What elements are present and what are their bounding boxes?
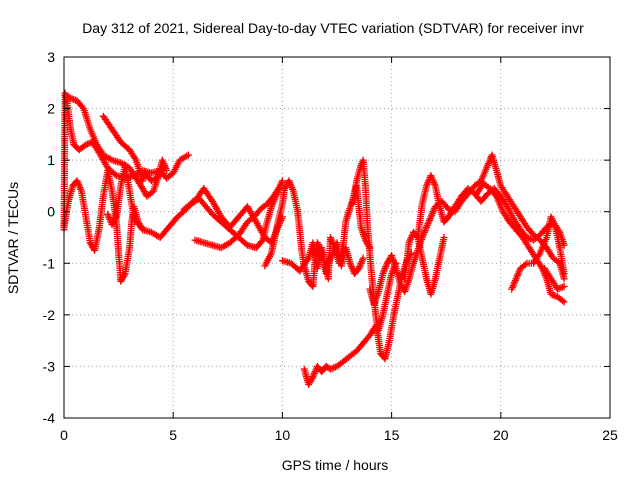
data-markers xyxy=(508,213,568,293)
x-tick-label: 20 xyxy=(493,427,509,443)
x-tick-label: 0 xyxy=(60,427,68,443)
data-track xyxy=(541,264,568,293)
data-markers xyxy=(348,156,400,334)
data-track xyxy=(366,151,568,308)
y-tick-label: 0 xyxy=(47,204,55,220)
data-track xyxy=(99,112,171,185)
y-axis-label: SDTVAR / TECUs xyxy=(5,182,21,294)
plot-frame xyxy=(63,56,611,419)
data-markers xyxy=(541,264,568,293)
data-track xyxy=(473,179,568,306)
data-track xyxy=(508,213,568,293)
data-markers xyxy=(99,112,171,185)
data-track xyxy=(278,239,367,278)
tick-layer: 0 5 10 15 20 25 -4 -3 -2 -1 0 1 2 3 xyxy=(43,49,618,443)
y-tick-label: 3 xyxy=(47,49,55,65)
data-track xyxy=(62,92,168,200)
y-tick-label: -2 xyxy=(43,307,56,323)
data-markers xyxy=(62,92,168,200)
y-tick-label: 1 xyxy=(47,152,55,168)
data-markers xyxy=(366,151,568,308)
data-markers xyxy=(473,179,568,306)
x-axis-label: GPS time / hours xyxy=(282,457,389,473)
data-markers xyxy=(278,239,367,278)
data-track xyxy=(60,167,286,285)
y-tick-label: 2 xyxy=(47,101,55,117)
x-tick-label: 25 xyxy=(602,427,618,443)
data-layer xyxy=(60,89,568,388)
data-track xyxy=(348,156,400,334)
x-tick-label: 10 xyxy=(275,427,291,443)
x-tick-label: 15 xyxy=(384,427,400,443)
data-track xyxy=(104,161,142,229)
y-tick-label: -1 xyxy=(43,255,56,271)
chart-title: Day 312 of 2021, Sidereal Day-to-day VTE… xyxy=(82,20,584,36)
y-tick-label: -4 xyxy=(43,410,56,426)
data-markers xyxy=(104,161,142,229)
data-markers xyxy=(60,167,286,285)
x-tick-label: 5 xyxy=(169,427,177,443)
y-tick-label: -3 xyxy=(43,358,56,374)
series-sdtvar xyxy=(60,89,568,388)
